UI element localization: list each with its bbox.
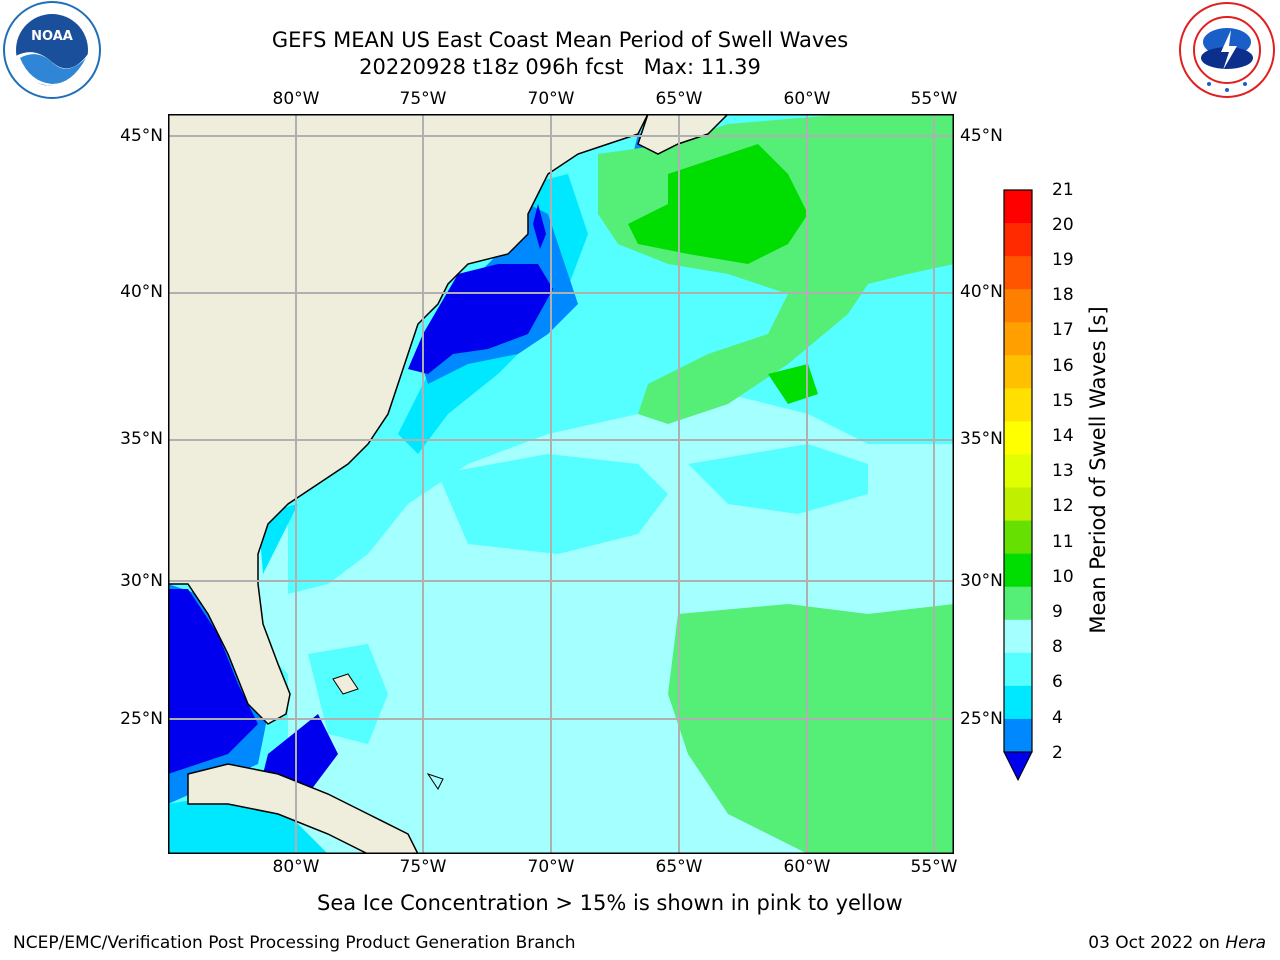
colorbar-segment [1004,586,1032,621]
colorbar-tick: 14 [1052,426,1074,446]
colorbar-segment [1004,685,1032,720]
region-deepblue-ne [408,264,553,374]
lat-label-right: 30°N [960,571,1003,591]
colorbar-segment [1004,289,1032,323]
lon-label-top: 70°W [527,89,575,109]
land-us-east-coast [168,114,649,725]
chart-title: GEFS MEAN US East Coast Mean Period of S… [271,28,849,52]
footer-branch: NCEP/EMC/Verification Post Processing Pr… [13,933,576,953]
lat-label-left: 45°N [120,126,163,146]
footer-date: 03 Oct 2022 on Hera [1088,933,1266,953]
colorbar-segment [1004,619,1032,654]
land-islands [426,773,444,790]
colorbar-tick: 19 [1052,250,1074,270]
map-frame [168,114,954,854]
nws-logo [1177,0,1277,100]
colorbar-segment [1004,652,1032,687]
lat-label-left: 30°N [120,571,163,591]
colorbar-segment [1004,520,1032,555]
lat-label-left: 25°N [120,709,163,729]
region-deepblue-gulf [168,589,258,774]
footer-date-text: 03 Oct 2022 on [1088,933,1226,953]
land-cuba [187,763,419,854]
lat-label-right: 40°N [960,282,1003,302]
colorbar-tick: 17 [1052,320,1074,340]
colorbar-segment [1004,553,1032,588]
lat-label-right: 45°N [960,126,1003,146]
lon-label-bottom: 55°W [910,857,958,877]
lat-label-left: 40°N [120,282,163,302]
lon-label-bottom: 70°W [527,857,575,877]
colorbar-tick: 4 [1052,708,1063,728]
region-brightcyan-cuba [168,794,328,854]
colorbar-tick: 6 [1052,672,1063,692]
colorbar-tick: 18 [1052,285,1074,305]
lon-label-top: 65°W [655,89,703,109]
colorbar-title: Mean Period of Swell Waves [s] [1086,306,1110,634]
region-green-core [628,144,808,264]
lon-label-top: 75°W [399,89,447,109]
colorbar-tick: 13 [1052,461,1074,481]
colorbar-segment [1004,223,1032,257]
colorbar-tick: 12 [1052,496,1074,516]
colorbar-segment [1004,718,1032,753]
region-lightgreen-south [668,604,954,854]
colorbar [1003,189,1033,782]
colorbar-tick: 21 [1052,180,1074,200]
colorbar-tick: 16 [1052,356,1074,376]
noaa-logo-text: NOAA [31,29,73,44]
colorbar-extend-arrow [1003,751,1033,782]
lat-label-right: 25°N [960,709,1003,729]
footer-host: Hera [1225,933,1266,953]
colorbar-segment [1004,421,1032,455]
graticule [168,114,954,854]
region-cyan-mid [438,454,668,554]
colorbar-tick: 2 [1052,743,1063,763]
region-deepblue-li [533,204,546,249]
lon-label-bottom: 65°W [655,857,703,877]
colorbar-segment [1004,355,1032,389]
colorbar-tick: 9 [1052,602,1063,622]
lon-label-top: 60°W [783,89,831,109]
region-green-small [768,364,818,404]
colorbar-segment [1004,487,1032,522]
chart-subtitle: 20220928 t18z 096h fcst Max: 11.39 [359,55,761,79]
colorbar-segment [1004,388,1032,422]
lon-label-bottom: 60°W [783,857,831,877]
colorbar-tick: 10 [1052,567,1074,587]
lon-label-top: 80°W [272,89,320,109]
sea-ice-note: Sea Ice Concentration > 15% is shown in … [317,891,903,915]
colorbar-segments [1004,190,1032,753]
region-cyan-east [688,444,868,514]
colorbar-tick: 15 [1052,391,1074,411]
lat-label-right: 35°N [960,429,1003,449]
lon-label-bottom: 80°W [272,857,320,877]
colorbar-segment [1004,190,1032,224]
colorbar-segment [1004,322,1032,356]
colorbar-frame [1003,189,1033,753]
colorbar-tick: 20 [1052,215,1074,235]
lat-label-left: 35°N [120,429,163,449]
colorbar-tick: 8 [1052,637,1063,657]
colorbar-segment [1004,454,1032,489]
colorbar-segment [1004,256,1032,290]
lon-label-top: 55°W [910,89,958,109]
lon-label-bottom: 75°W [399,857,447,877]
noaa-logo: NOAA [2,0,102,100]
colorbar-tick: 11 [1052,532,1074,552]
land-bahamas [332,673,359,695]
swell-period-map [168,114,954,854]
